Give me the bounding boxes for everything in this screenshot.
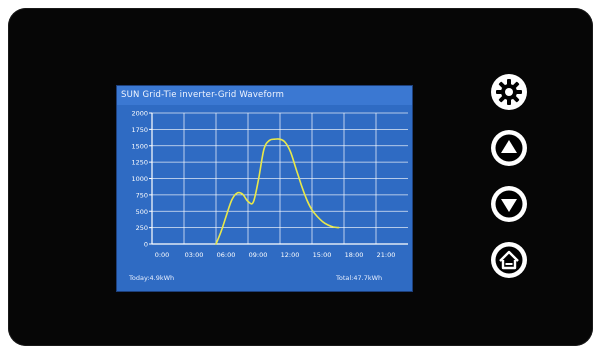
y-tick-label: 1750 <box>131 126 148 134</box>
y-tick-label: 1500 <box>131 142 148 150</box>
gear-icon <box>493 76 525 108</box>
x-tick-label: 18:00 <box>345 251 364 259</box>
waveform-chart: 0 250 500 750 1000 1250 1500 1750 2000 0:00 03:00 0… <box>131 110 408 259</box>
x-tick-label: 12:00 <box>281 251 300 259</box>
y-tick-label: 1000 <box>131 175 148 183</box>
y-tick-label: 500 <box>136 208 148 216</box>
y-tick-label: 2000 <box>131 110 148 118</box>
triangle-down-icon <box>493 188 525 220</box>
down-button[interactable] <box>491 186 527 222</box>
screen-title: SUN Grid-Tie inverter-Grid Waveform <box>117 86 412 105</box>
x-tick-label: 21:00 <box>377 251 396 259</box>
x-tick-label: 03:00 <box>185 251 204 259</box>
x-tick-label: 0:00 <box>155 251 170 259</box>
y-tick-label: 0 <box>144 241 148 249</box>
y-tick-label: 750 <box>136 191 148 199</box>
settings-button[interactable] <box>491 74 527 110</box>
today-energy-label: Today:4.9kWh <box>129 274 175 282</box>
y-tick-label: 250 <box>136 224 148 232</box>
triangle-up-icon <box>493 132 525 164</box>
home-button[interactable] <box>491 242 527 278</box>
lcd-screen: SUN Grid-Tie inverter-Grid Waveform 0 250… <box>116 85 413 292</box>
total-energy-label: Total:47.7kWh <box>336 274 383 282</box>
x-tick-label: 15:00 <box>313 251 332 259</box>
home-icon <box>493 244 525 276</box>
device-bezel: SUN Grid-Tie inverter-Grid Waveform 0 250… <box>8 8 593 346</box>
up-button[interactable] <box>491 130 527 166</box>
x-tick-label: 09:00 <box>249 251 268 259</box>
series-line <box>215 138 340 245</box>
y-tick-label: 1250 <box>131 159 148 167</box>
x-tick-label: 06:00 <box>217 251 236 259</box>
